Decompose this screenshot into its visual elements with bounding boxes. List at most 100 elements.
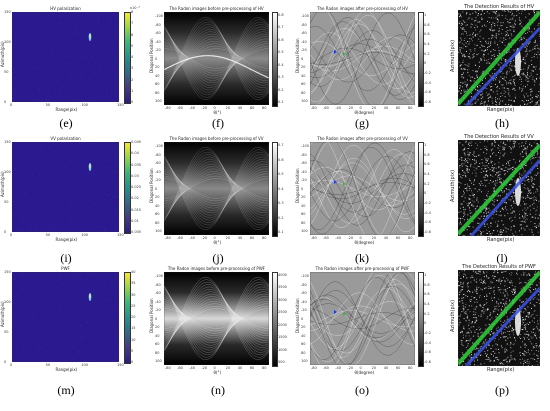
y-tick-label: -80 bbox=[155, 152, 161, 157]
colorbar-tick: 2500 bbox=[278, 310, 287, 315]
x-tick-label: 100 bbox=[81, 233, 89, 237]
colorbar-tick: 0.6 bbox=[424, 292, 430, 297]
y-tick-label: -80 bbox=[155, 282, 161, 287]
y-tick-label: -60 bbox=[301, 291, 307, 295]
colorbar-tick: -0.2 bbox=[424, 71, 431, 75]
colorbar-tick: 1 bbox=[424, 273, 427, 277]
colorbar-tick: 0.4 bbox=[278, 186, 284, 191]
y-axis-label: Diagonal Position bbox=[149, 167, 154, 203]
colorbar-tick: 0.2 bbox=[278, 215, 284, 220]
colorbar-tick: 0 bbox=[131, 100, 134, 104]
colorbar-tick: 0.005 bbox=[131, 230, 142, 234]
y-tick-label: 40 bbox=[155, 333, 160, 338]
detection-title: The Detection Results of PWF bbox=[462, 264, 536, 270]
detection-title: The Detection Results of HV bbox=[464, 4, 534, 10]
subfigure-caption: (f) bbox=[212, 116, 224, 130]
y-tick-label: 20 bbox=[301, 325, 306, 329]
subfigure-caption: (i) bbox=[60, 251, 72, 265]
subfigure-caption: (k) bbox=[355, 251, 369, 265]
y-tick-label: 60 bbox=[301, 212, 306, 216]
x-tick-label: -40 bbox=[189, 236, 195, 240]
radon-before-image bbox=[164, 272, 269, 365]
y-tick-label: 40 bbox=[301, 73, 306, 78]
y-tick-label: 100 bbox=[301, 99, 308, 103]
y-tick-label: -40 bbox=[155, 39, 161, 44]
x-tick-label: 40 bbox=[237, 106, 243, 110]
sar-image bbox=[12, 142, 119, 232]
x-tick-label: 150 bbox=[117, 363, 124, 367]
x-tick-label: 20 bbox=[371, 366, 377, 370]
y-tick-label: 100 bbox=[301, 359, 308, 363]
colorbar-tick: 3500 bbox=[278, 285, 287, 290]
colorbar-tick: -0.2 bbox=[424, 201, 431, 205]
x-tick-label: 20 bbox=[371, 106, 377, 110]
subfigure-caption: (l) bbox=[496, 251, 508, 265]
colorbar-tick: -0.8 bbox=[424, 230, 431, 234]
x-axis-label: Range(pix) bbox=[487, 107, 515, 113]
x-tick-label: -20 bbox=[347, 106, 354, 110]
y-tick-label: 0 bbox=[155, 316, 158, 321]
y-axis-label: Azimuth(pix) bbox=[450, 169, 456, 202]
y-axis-label: Azimuth(pix) bbox=[0, 41, 5, 67]
x-tick-label: 20 bbox=[225, 106, 231, 110]
radon-before-title: The Radon images before pre-processing o… bbox=[169, 136, 264, 141]
y-tick-label: -100 bbox=[301, 144, 309, 148]
radon-after-panel bbox=[310, 12, 415, 105]
radon-after-title: The Radon images after pre-processing of… bbox=[315, 266, 410, 271]
x-tick-label: 20 bbox=[371, 236, 377, 240]
colorbar-tick: 0 bbox=[131, 360, 134, 364]
radon-after-panel bbox=[310, 272, 415, 365]
y-tick-label: 80 bbox=[155, 220, 160, 225]
x-tick-label: 80 bbox=[408, 236, 413, 240]
x-tick-label: 60 bbox=[249, 366, 255, 370]
colorbar bbox=[418, 12, 424, 107]
colorbar-tick: 0.7 bbox=[278, 25, 284, 30]
x-tick-label: 40 bbox=[383, 236, 389, 240]
radon-before-image bbox=[164, 142, 269, 235]
x-axis-label: θ(°) bbox=[213, 240, 222, 245]
x-axis-label: θ(°) bbox=[213, 370, 222, 375]
x-tick-label: 50 bbox=[45, 233, 51, 237]
x-tick-label: 80 bbox=[262, 366, 267, 370]
colorbar-tick: 0.1 bbox=[278, 230, 284, 234]
x-tick-label: -60 bbox=[177, 236, 183, 240]
colorbar bbox=[124, 12, 131, 104]
colorbar-tick: 1 bbox=[131, 88, 134, 93]
y-tick-label: 100 bbox=[301, 229, 308, 233]
subfigure-caption: (n) bbox=[211, 383, 225, 397]
colorbar-tick: 0.03 bbox=[131, 173, 139, 178]
colorbar bbox=[418, 272, 424, 367]
x-tick-label: -60 bbox=[177, 366, 183, 370]
y-tick-label: -80 bbox=[155, 22, 161, 27]
y-tick-label: -100 bbox=[301, 274, 309, 278]
x-tick-label: -40 bbox=[189, 366, 195, 370]
radon-before-image bbox=[164, 12, 269, 105]
x-tick-label: 50 bbox=[45, 363, 51, 367]
y-tick-label: 0 bbox=[155, 56, 158, 61]
colorbar bbox=[272, 12, 278, 107]
colorbar-tick: 0.6 bbox=[278, 157, 284, 162]
x-tick-label: 80 bbox=[408, 106, 413, 110]
colorbar-tick: 7 bbox=[131, 21, 134, 26]
x-tick-label: -80 bbox=[165, 106, 171, 110]
x-axis-label: Range(pix) bbox=[55, 367, 78, 372]
y-tick-label: 50 bbox=[4, 330, 9, 334]
colorbar-tick: 0.6 bbox=[424, 162, 430, 167]
radon-before-panel bbox=[164, 272, 269, 365]
y-tick-label: -40 bbox=[301, 169, 307, 174]
colorbar bbox=[272, 272, 278, 367]
y-tick-label: 60 bbox=[301, 82, 306, 86]
y-tick-label: -80 bbox=[301, 152, 307, 157]
colorbar-tick: 0.8 bbox=[278, 13, 284, 17]
y-axis-label: Azimuth(pix) bbox=[450, 299, 456, 332]
y-axis-label: Azimuth(pix) bbox=[450, 39, 456, 72]
y-axis-label: Diagonal Position bbox=[149, 37, 154, 73]
x-tick-label: 60 bbox=[249, 106, 255, 110]
colorbar-tick: 35 bbox=[131, 281, 136, 286]
colorbar-tick: 0.2 bbox=[424, 181, 430, 186]
y-tick-label: 100 bbox=[155, 99, 162, 103]
colorbar-tick: 0.04 bbox=[131, 151, 139, 156]
x-tick-label: 40 bbox=[383, 106, 389, 110]
y-tick-label: 150 bbox=[4, 270, 11, 274]
y-tick-label: -20 bbox=[301, 178, 307, 182]
